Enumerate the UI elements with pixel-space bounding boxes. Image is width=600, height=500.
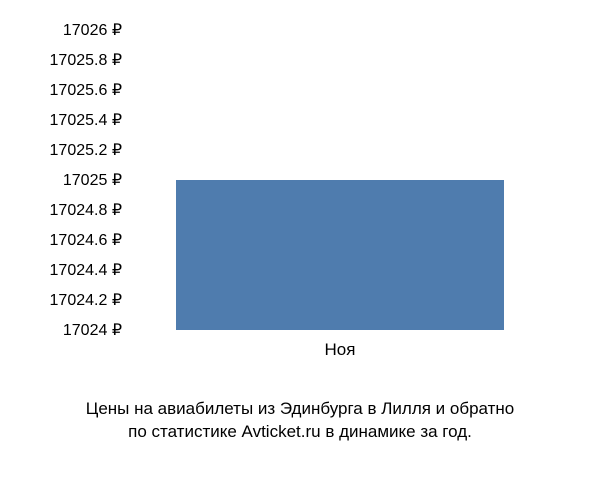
y-tick-label: 17025.8 ₽: [50, 50, 130, 70]
y-tick-label: 17024.6 ₽: [50, 230, 130, 250]
y-tick-label: 17024.8 ₽: [50, 200, 130, 220]
caption-line: Цены на авиабилеты из Эдинбурга в Лилля …: [0, 398, 600, 421]
plot-area: 17026 ₽17025.8 ₽17025.6 ₽17025.4 ₽17025.…: [130, 30, 550, 330]
price-chart: 17026 ₽ 17025.8 ₽ 17025.6 ₽ 17025.4 ₽ 17025.…: [0, 0, 600, 500]
chart-caption: Цены на авиабилеты из Эдинбурга в Лилля …: [0, 398, 600, 444]
y-tick-label: 17025 ₽: [63, 170, 130, 190]
y-tick-label: 17025.4 ₽: [50, 110, 130, 130]
y-tick-label: 17025.2 ₽: [50, 140, 130, 160]
x-tick-label: Ноя: [325, 330, 356, 360]
bar: [176, 180, 504, 330]
y-tick-label: 17024 ₽: [63, 320, 130, 340]
y-tick-label: 17026 ₽: [63, 20, 130, 40]
y-tick-label: 17024.4 ₽: [50, 260, 130, 280]
caption-line: по статистике Avticket.ru в динамике за …: [0, 421, 600, 444]
y-tick-label: 17025.6 ₽: [50, 80, 130, 100]
y-tick-label: 17024.2 ₽: [50, 290, 130, 310]
